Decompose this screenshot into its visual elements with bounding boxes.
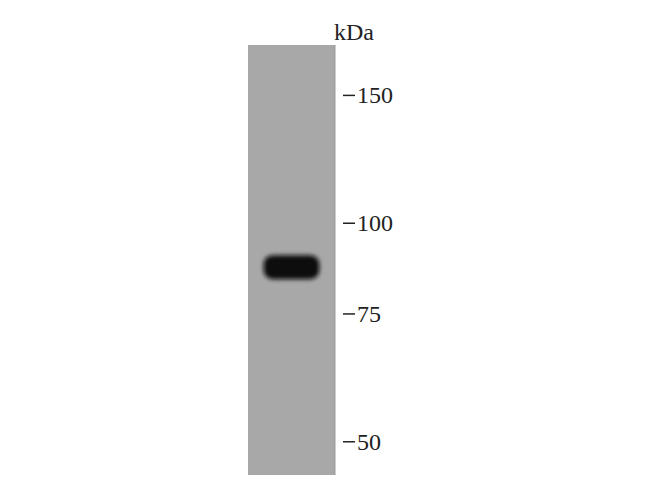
lane xyxy=(248,45,335,475)
tick-label: 100 xyxy=(357,210,393,236)
tick xyxy=(343,441,355,443)
tick xyxy=(343,313,355,315)
tick xyxy=(343,222,355,224)
band xyxy=(264,255,320,279)
axis-label: kDa xyxy=(334,19,374,45)
tick-label: 75 xyxy=(357,301,381,327)
tick-label: 50 xyxy=(357,429,381,455)
tick-label: 150 xyxy=(357,82,393,108)
tick xyxy=(343,95,355,97)
blot-figure: 150 100 75 50 kDa xyxy=(0,0,650,488)
axis-line xyxy=(335,45,336,475)
